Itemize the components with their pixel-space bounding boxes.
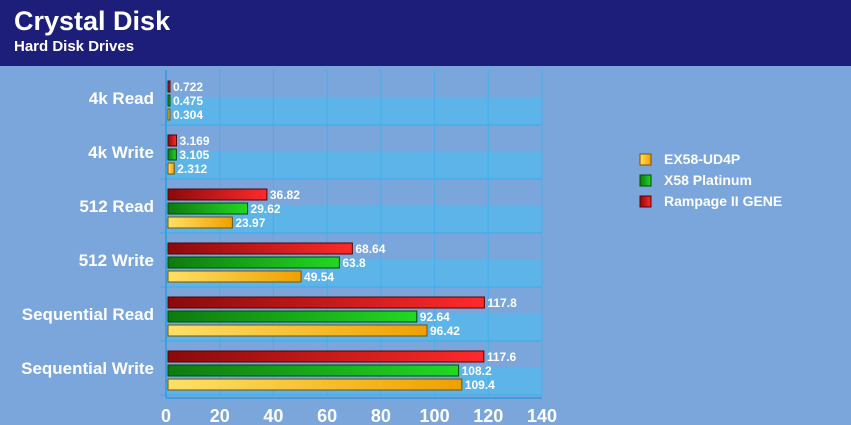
legend-label: EX58-UD4P	[664, 151, 740, 167]
x-tick-label: 140	[527, 406, 557, 425]
category-label: Sequential Write	[21, 359, 154, 378]
legend-label: Rampage II GENE	[664, 193, 782, 209]
data-label: 2.312	[177, 162, 207, 176]
data-label: 49.54	[304, 270, 334, 284]
bar	[167, 108, 171, 121]
category-label: 512 Read	[79, 197, 154, 216]
chart-header: Crystal Disk Hard Disk Drives	[0, 0, 851, 66]
bar	[167, 94, 171, 107]
data-label: 29.62	[251, 202, 281, 216]
data-label: 3.169	[180, 134, 210, 148]
data-label: 0.304	[173, 108, 203, 122]
category-band	[166, 152, 542, 179]
bar	[167, 364, 460, 377]
bar	[167, 296, 485, 309]
data-label: 63.8	[342, 256, 366, 270]
legend-label: X58 Platinum	[664, 172, 752, 188]
x-tick-label: 20	[210, 406, 230, 425]
bar	[167, 310, 418, 323]
legend: EX58-UD4P X58 Platinum Rampage II GENE	[639, 151, 782, 209]
x-tick-label: 80	[371, 406, 391, 425]
bar	[167, 162, 175, 175]
category-label: 4k Read	[89, 89, 154, 108]
data-label: 108.2	[462, 364, 492, 378]
bar	[167, 350, 485, 363]
bar	[167, 148, 177, 161]
data-label: 117.6	[487, 350, 517, 364]
data-label: 96.42	[430, 324, 460, 338]
category-label: 512 Write	[79, 251, 154, 270]
bar	[167, 270, 302, 283]
category-label: Sequential Read	[22, 305, 154, 324]
x-tick-label: 60	[317, 406, 337, 425]
data-label: 3.105	[179, 148, 209, 162]
bar	[167, 188, 268, 201]
data-label: 68.64	[355, 242, 385, 256]
bar	[167, 378, 463, 391]
data-label: 117.8	[487, 296, 517, 310]
x-tick-label: 0	[161, 406, 171, 425]
bar	[167, 134, 178, 147]
legend-swatch	[639, 153, 652, 166]
bar	[167, 216, 233, 229]
category-band	[166, 98, 542, 125]
bar	[167, 256, 340, 269]
data-label: 109.4	[465, 378, 495, 392]
x-tick-label: 120	[473, 406, 503, 425]
bar	[167, 324, 428, 337]
legend-swatch	[639, 195, 652, 208]
x-axis: 0 20 40 60 80 100 120 140	[161, 70, 557, 425]
bar	[167, 242, 353, 255]
data-label: 23.97	[235, 216, 265, 230]
bar	[167, 80, 171, 93]
data-label: 0.475	[173, 94, 203, 108]
chart-title: Crystal Disk	[14, 6, 171, 36]
data-label: 92.64	[420, 310, 450, 324]
x-tick-label: 40	[263, 406, 283, 425]
category-label: 4k Write	[88, 143, 154, 162]
data-label: 36.82	[270, 188, 300, 202]
bar	[167, 202, 249, 215]
legend-swatch	[639, 174, 652, 187]
chart-subtitle: Hard Disk Drives	[14, 38, 135, 55]
data-label: 0.722	[173, 80, 203, 94]
x-tick-label: 100	[420, 406, 450, 425]
category-labels: 4k Read 4k Write 512 Read 512 Write Sequenti…	[21, 89, 154, 378]
